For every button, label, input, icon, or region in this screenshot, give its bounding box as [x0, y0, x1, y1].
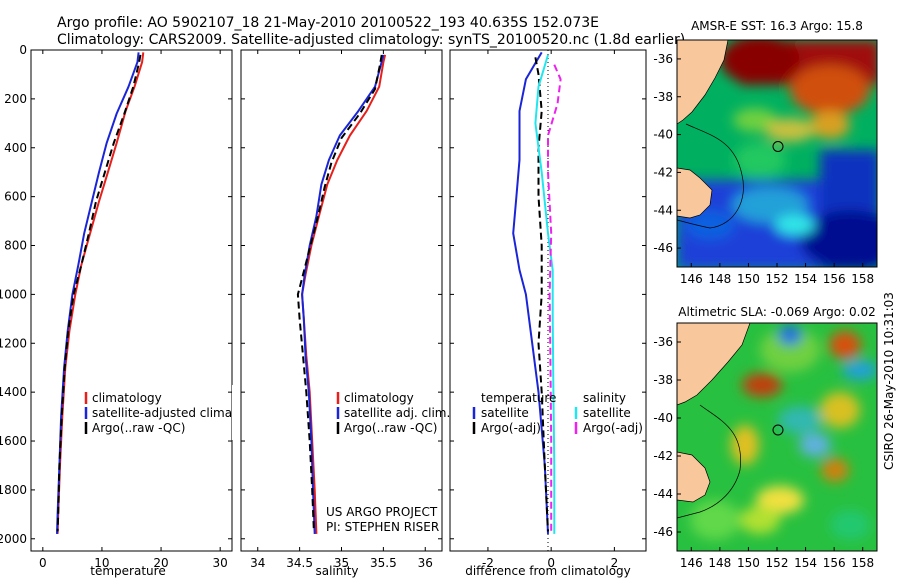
map-ytick-label: -42 — [653, 165, 673, 179]
series-line-salinity-argo-adj- — [547, 64, 562, 532]
sst-map-title: AMSR-E SST: 16.3 Argo: 15.8 — [691, 19, 863, 33]
legend-sal-satellite: satellite adj. clim. — [344, 406, 450, 420]
series-line-argo-raw-qc- — [56, 54, 142, 532]
sla-map-title: Altimetric SLA: -0.069 Argo: 0.02 — [678, 305, 875, 319]
ytick-label: 200 — [4, 92, 27, 106]
map-ytick-label: -38 — [653, 373, 673, 387]
credit-pi: PI: STEPHEN RISER — [326, 520, 439, 534]
xtick-label: 35.5 — [370, 556, 397, 570]
xtick-label: 36 — [418, 556, 433, 570]
legend-climatology: climatology — [92, 391, 162, 405]
map-ytick-label: -42 — [653, 449, 673, 463]
map-xtick-label: 146 — [680, 272, 703, 286]
map-xtick-label: 154 — [794, 556, 817, 570]
map-ytick-label: -36 — [653, 52, 673, 66]
xtick-label: 35 — [334, 556, 349, 570]
legend-temp-argo: Argo(-adj) — [481, 421, 541, 435]
legend-temperature-title: temperature — [481, 391, 556, 405]
legend-satellite-adjusted: satellite-adjusted climatology — [92, 406, 270, 420]
legend-sal-argo: Argo(..raw -QC) — [344, 421, 437, 435]
map-xtick-label: 148 — [708, 272, 731, 286]
title-line2: Climatology: CARS2009. Satellite-adjuste… — [57, 32, 685, 48]
xtick-label: 30 — [213, 556, 228, 570]
legend-sal-argo2: Argo(-adj) — [583, 421, 643, 435]
series-line-temperature-argo-adj- — [534, 57, 549, 532]
xtick-label: 20 — [153, 556, 168, 570]
legend-argo-raw: Argo(..raw -QC) — [92, 421, 185, 435]
ytick-label: 1800 — [0, 483, 27, 497]
map-ytick-label: -46 — [653, 241, 673, 255]
sla-map: Altimetric SLA: -0.069 Argo: 0.02 — [653, 305, 878, 570]
map-xtick-label: 150 — [737, 272, 760, 286]
sst-map: AMSR-E SST: 16.3 Argo: 15.8 — [653, 19, 878, 286]
credit-project: US ARGO PROJECT — [326, 505, 438, 519]
map-xtick-label: 150 — [737, 556, 760, 570]
xtick-label: 2 — [611, 556, 619, 570]
map-xtick-label: 152 — [766, 556, 789, 570]
map-xtick-label: 152 — [766, 272, 789, 286]
legend-temp-satellite: satellite — [481, 406, 529, 420]
temperature-panel: 0 200 400 600 800 1000 1200 1400 1600 1800 2000 0 10… — [0, 43, 270, 578]
series-line-satellite-adj-clim- — [301, 54, 385, 534]
sla-argo-marker — [772, 424, 784, 436]
map-xtick-label: 158 — [851, 556, 874, 570]
map-xtick-label: 156 — [823, 556, 846, 570]
legend-sal-climatology: climatology — [344, 391, 414, 405]
map-xtick-label: 148 — [708, 556, 731, 570]
ytick-label: 600 — [4, 190, 27, 204]
map-ytick-label: -36 — [653, 335, 673, 349]
ytick-label: 1200 — [0, 336, 27, 350]
xtick-label: 0 — [39, 556, 47, 570]
salinity-xlabel: salinity — [315, 564, 358, 578]
xtick-label: 0 — [547, 556, 555, 570]
ytick-label: 400 — [4, 141, 27, 155]
ytick-label: 800 — [4, 239, 27, 253]
credit-csiro: CSIRO 26-May-2010 10:31:03 — [882, 292, 896, 470]
xtick-label: 10 — [94, 556, 109, 570]
ytick-label: 0 — [19, 43, 27, 57]
temperature-xlabel: temperature — [90, 564, 165, 578]
map-ytick-label: -46 — [653, 525, 673, 539]
difference-xlabel: difference from climatology — [465, 564, 631, 578]
ytick-label: 2000 — [0, 532, 27, 546]
xtick-label: 34 — [250, 556, 265, 570]
salinity-axes-frame — [240, 49, 443, 552]
salinity-legend: climatology satellite adj. clim. Argo(..… — [336, 391, 450, 435]
ytick-label: 1600 — [0, 434, 27, 448]
ytick-label: 1400 — [0, 385, 27, 399]
difference-axes-frame — [449, 49, 647, 552]
map-ytick-label: -38 — [653, 90, 673, 104]
map-xtick-label: 154 — [794, 272, 817, 286]
map-ytick-label: -40 — [653, 128, 673, 142]
title-line1: Argo profile: AO 5902107_18 21-May-2010 … — [57, 15, 599, 31]
map-xtick-label: 146 — [680, 556, 703, 570]
temperature-legend: climatology satellite-adjusted climatolo… — [84, 391, 270, 435]
xtick-label: -2 — [482, 556, 494, 570]
legend-sal-satellite2: satellite — [583, 406, 631, 420]
difference-panel: -2 0 2 difference from climatology tempera… — [449, 49, 647, 578]
salinity-panel: 34 34.5 35 35.5 36 salinity climatology sate… — [240, 49, 450, 578]
legend-salinity-title: salinity — [583, 391, 626, 405]
map-ytick-label: -44 — [653, 203, 673, 217]
sst-argo-marker — [772, 141, 784, 152]
map-xtick-label: 158 — [851, 272, 874, 286]
ytick-label: 1000 — [0, 287, 27, 301]
map-ytick-label: -40 — [653, 411, 673, 425]
xtick-label: 34.5 — [286, 556, 313, 570]
temperature-axes-frame — [30, 49, 233, 552]
difference-legend: temperature salinity satellite Argo(-adj… — [472, 391, 643, 435]
map-xtick-label: 156 — [823, 272, 846, 286]
series-line-temperature-satellite — [512, 51, 549, 534]
map-ytick-label: -44 — [653, 487, 673, 501]
